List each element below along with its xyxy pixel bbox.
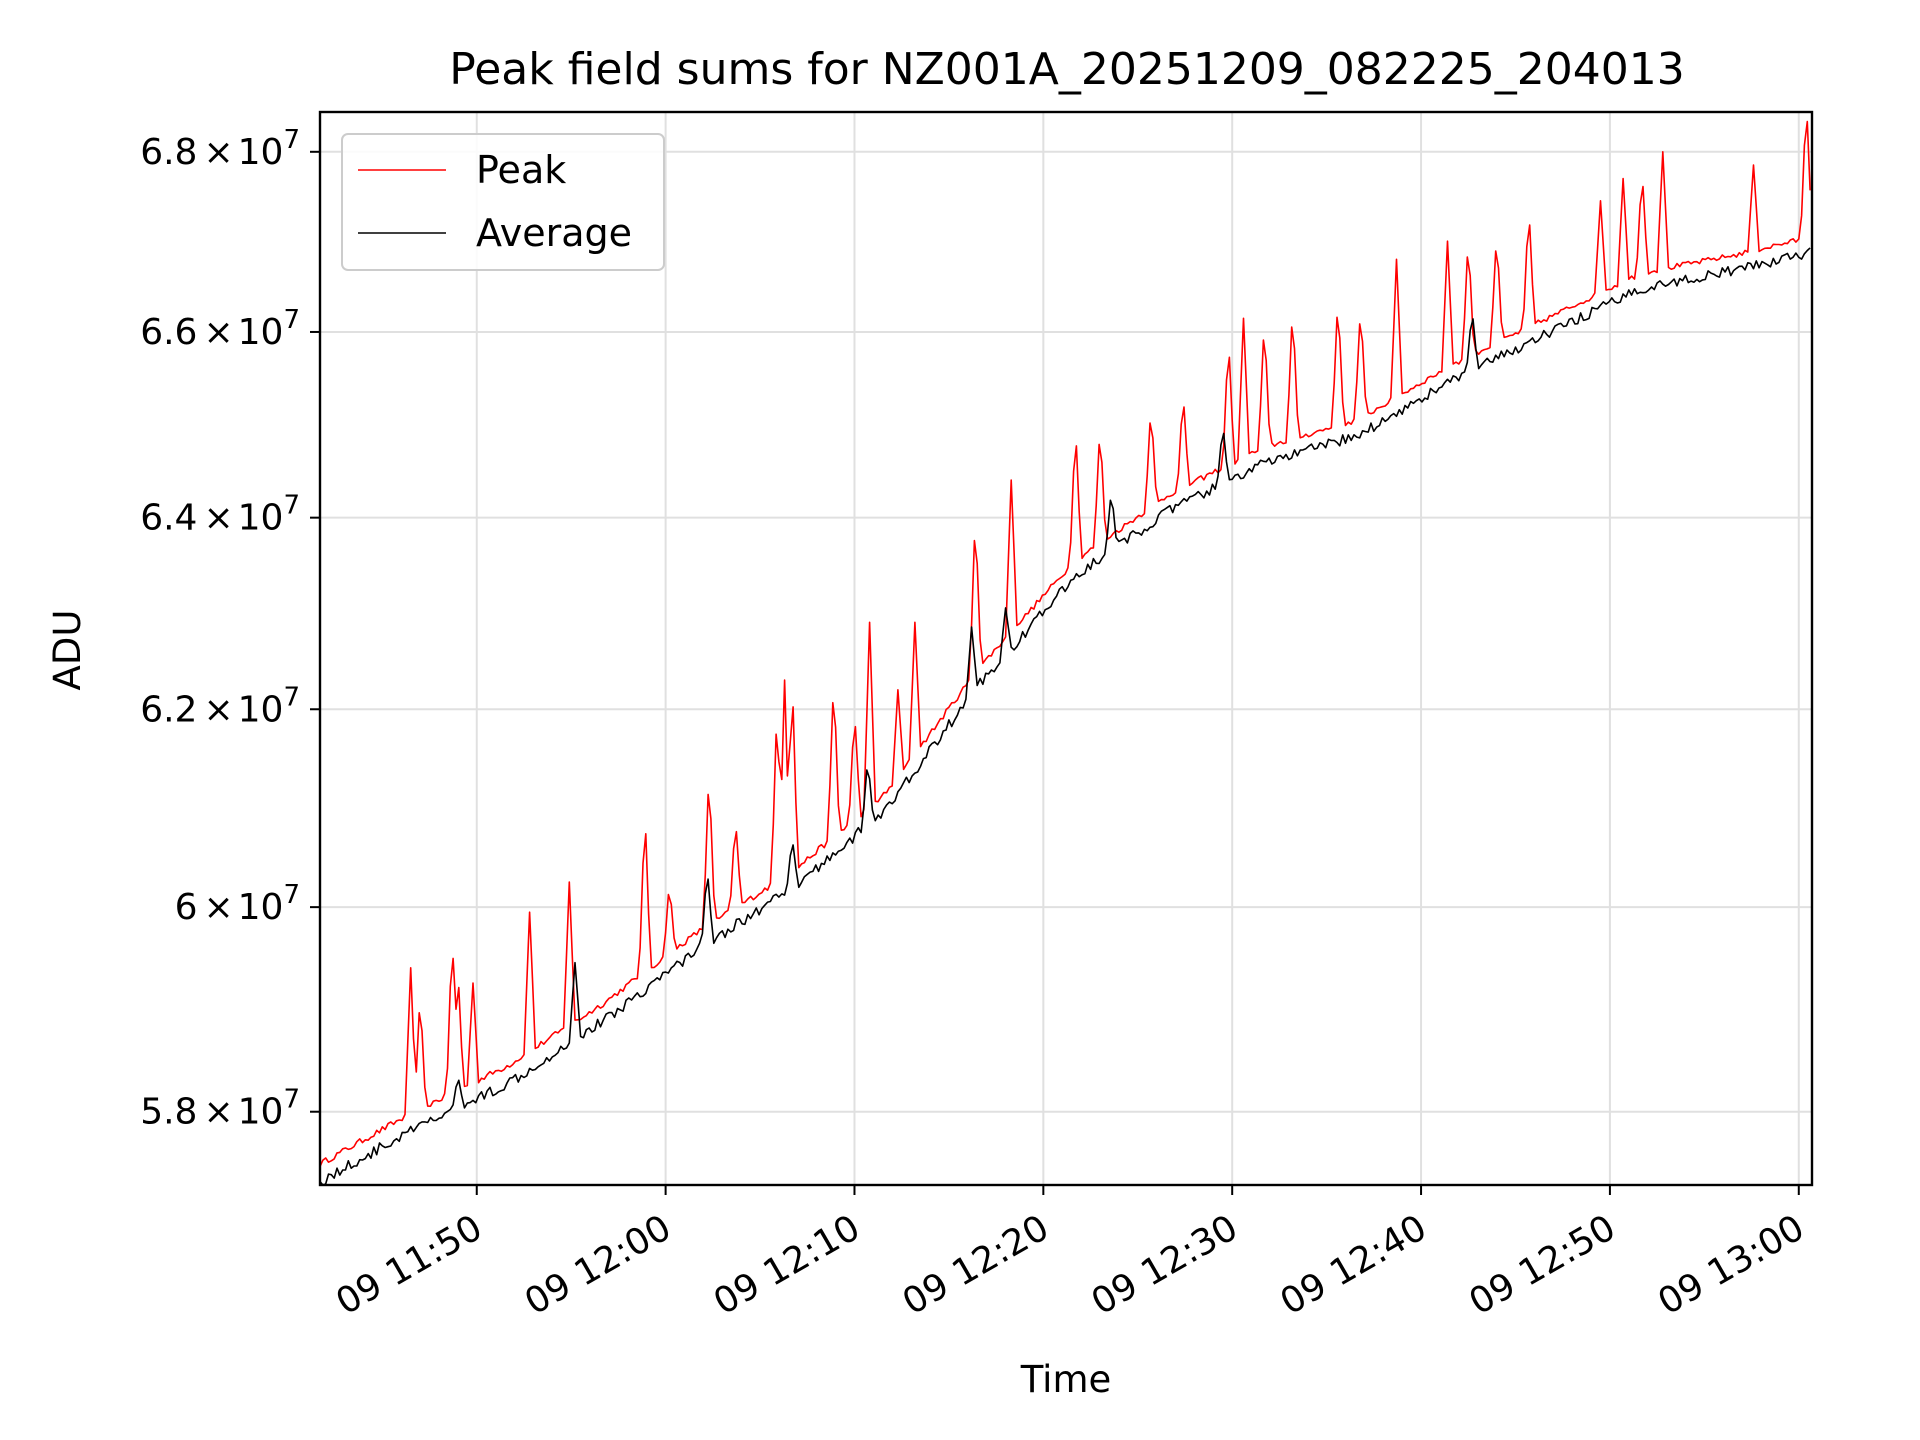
series-line-average xyxy=(319,247,1811,1186)
legend: Peak Average xyxy=(341,133,665,271)
y-tick-label: 5.8 × 107 xyxy=(140,1085,300,1133)
y-tick-label: 6.8 × 107 xyxy=(140,125,300,173)
x-tick-label: 09 11:50 xyxy=(329,1207,489,1323)
x-tick-label: 09 12:40 xyxy=(1274,1207,1434,1323)
x-tick-label: 09 12:30 xyxy=(1085,1207,1245,1323)
x-tick-label: 09 12:00 xyxy=(518,1207,678,1323)
chart-title: Peak field sums for NZ001A_20251209_0822… xyxy=(449,44,1684,95)
x-axis-label: Time xyxy=(1020,1358,1112,1401)
legend-label-average: Average xyxy=(476,211,632,255)
legend-label-peak: Peak xyxy=(476,148,566,192)
y-tick-label: 6.6 × 107 xyxy=(140,305,300,353)
y-tick-label: 6 × 107 xyxy=(175,880,300,928)
x-tick-label: 09 12:50 xyxy=(1462,1207,1622,1323)
axes-frame xyxy=(318,110,1814,1187)
legend-box xyxy=(341,133,665,271)
y-tick-label: 6.4 × 107 xyxy=(140,491,300,539)
plot-area xyxy=(319,120,1811,1186)
x-tick-label: 09 12:10 xyxy=(707,1207,867,1323)
x-tick-label: 09 12:20 xyxy=(896,1207,1056,1323)
y-axis-ticks: 5.8 × 107 6 × 107 6.2 × 107 6.4 × 107 6.6 × 107 6.8 × 107 xyxy=(140,125,320,1133)
grid xyxy=(320,112,1812,1185)
x-tick-label: 09 13:00 xyxy=(1651,1207,1811,1323)
x-axis-ticks: 09 11:50 09 12:00 09 12:10 09 12:20 09 12:30… xyxy=(329,1185,1811,1323)
y-tick-label: 6.2 × 107 xyxy=(140,682,300,730)
y-axis-label: ADU xyxy=(46,610,89,691)
series-line-peak xyxy=(319,120,1811,1167)
